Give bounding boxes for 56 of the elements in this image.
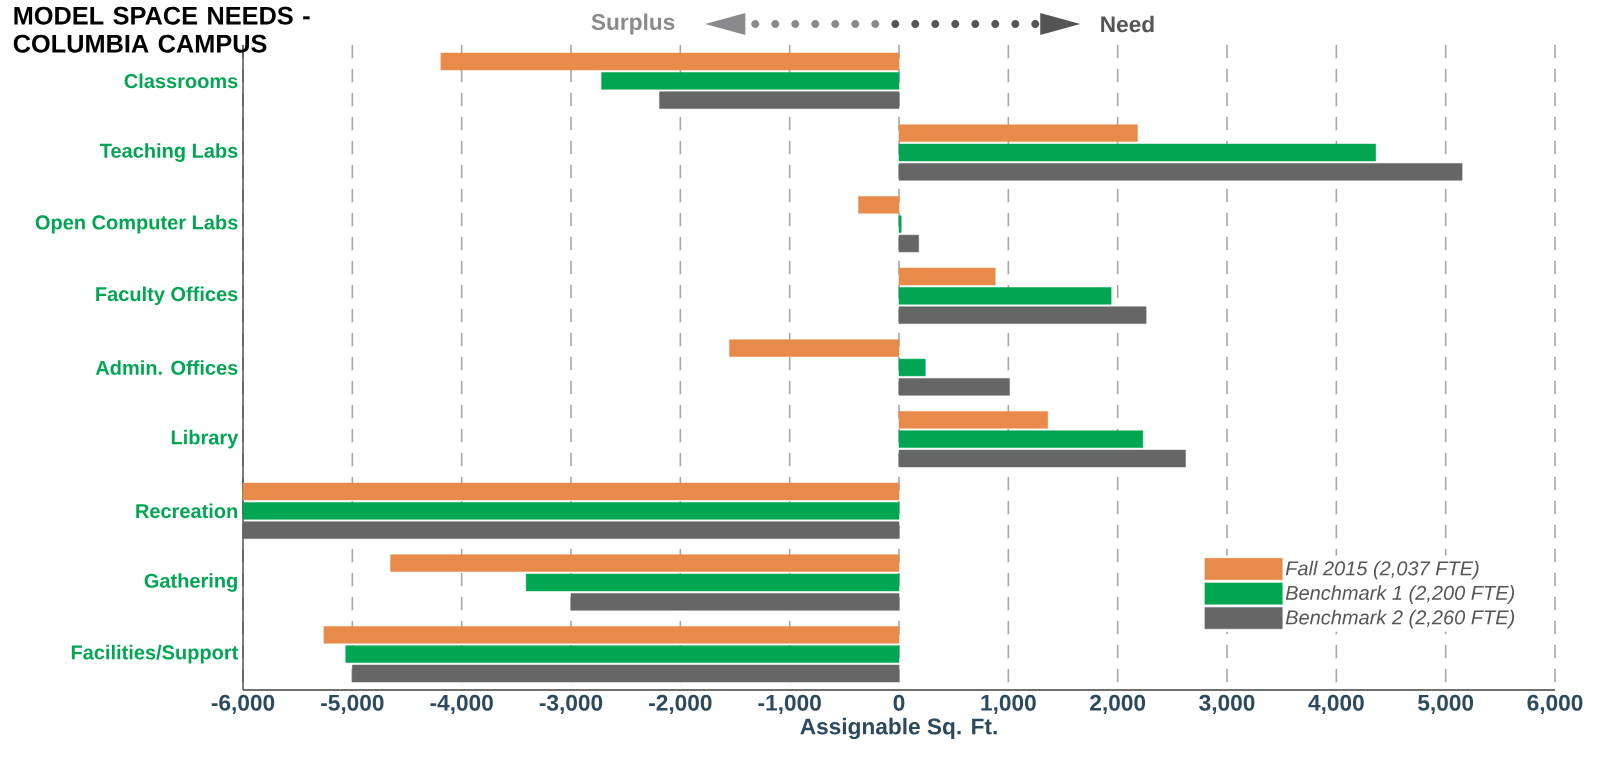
x-axis-title: Assignable Sq. Ft.	[800, 717, 997, 740]
x-tick-label: -1,000	[758, 694, 821, 715]
bar	[898, 358, 926, 377]
y-tick-label: Open Computer Labs	[35, 214, 238, 234]
x-tick-label: 1,000	[981, 694, 1036, 715]
bar	[659, 91, 900, 109]
y-tick-label: Classrooms	[124, 73, 238, 89]
y-tick-label: Library	[171, 429, 239, 449]
bar	[898, 306, 1147, 324]
chart-title: MODEL SPACE NEEDS - COLUMBIA CAMPUS	[13, 6, 310, 53]
x-tick-label: -4,000	[430, 694, 493, 715]
bar	[898, 234, 919, 253]
x-tick-label: 5,000	[1418, 694, 1474, 715]
bar	[729, 339, 900, 357]
bar	[570, 593, 900, 611]
x-tick-label: 6,000	[1527, 694, 1583, 715]
y-tick-label: Facilities/Support	[71, 644, 239, 664]
bar	[898, 411, 1048, 429]
bar	[898, 378, 1010, 396]
bar	[898, 267, 996, 286]
x-tick-label: 3,000	[1199, 694, 1255, 715]
bar	[345, 645, 900, 663]
bar	[242, 502, 900, 520]
bar	[242, 482, 900, 501]
bar	[352, 664, 900, 683]
bar	[898, 143, 1376, 162]
bar	[601, 72, 900, 90]
x-tick-label: 0	[893, 694, 905, 711]
y-tick-label: Recreation	[136, 503, 238, 519]
bar	[898, 430, 1144, 448]
legend-label: Benchmark 1 (2,200 FTE)	[1285, 585, 1515, 604]
bar	[323, 626, 900, 644]
x-tick-label: -5,000	[321, 694, 384, 715]
bar	[898, 215, 902, 233]
y-tick-label: Gathering	[144, 573, 237, 592]
legend-label: Fall 2015 (2,037 FTE)	[1285, 560, 1479, 580]
y-tick-label: Teaching Labs	[99, 143, 238, 162]
bar	[390, 554, 900, 572]
bar	[898, 449, 1186, 468]
x-tick-label: 2,000	[1090, 694, 1146, 715]
bar	[242, 521, 900, 539]
bar	[898, 163, 1463, 181]
bar	[898, 287, 1112, 305]
y-tick-label: Faculty Offices	[96, 286, 238, 306]
x-tick-label: 4,000	[1308, 694, 1364, 715]
x-tick-label: -3,000	[539, 694, 603, 715]
y-tick-label: Admin. Offices	[95, 360, 238, 375]
bar	[525, 573, 900, 592]
text: Need	[1101, 15, 1154, 33]
legend-label: Benchmark 2 (2,260 FTE)	[1285, 609, 1515, 629]
bar	[858, 196, 900, 214]
x-tick-label: -6,000	[211, 694, 275, 715]
x-tick-label: -2,000	[649, 694, 712, 715]
bar	[440, 52, 900, 71]
text: Surplus	[591, 13, 675, 35]
bar	[898, 124, 1138, 142]
